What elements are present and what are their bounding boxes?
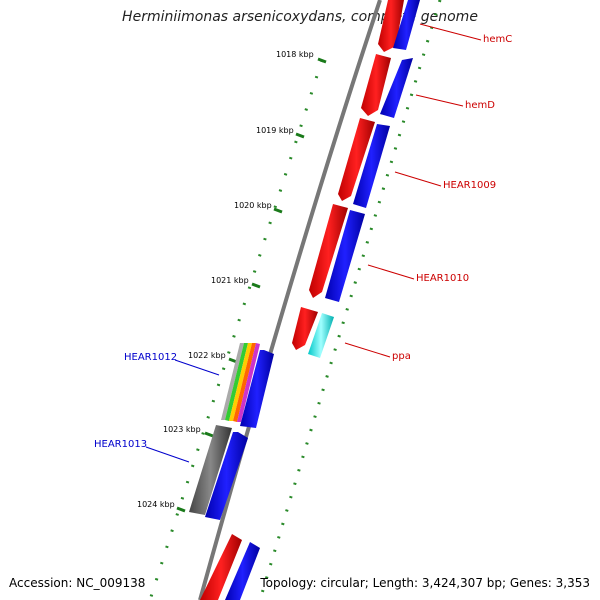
reverse-gene-labels: HEAR1012 HEAR1013 xyxy=(94,352,177,450)
gene-hemC-red[interactable] xyxy=(378,0,404,52)
gene-hear1013-cds[interactable] xyxy=(205,432,248,520)
feature-stripe xyxy=(225,343,248,421)
cds-hemD[interactable] xyxy=(380,58,413,118)
scale-label: 1020 kbp xyxy=(234,201,272,210)
topology-text: Topology: circular; Length: 3,424,307 bp… xyxy=(260,576,590,590)
feature-stripe xyxy=(229,343,252,421)
gene-hear1013-gray[interactable] xyxy=(189,425,232,515)
gene-label-hemC[interactable]: hemC xyxy=(483,34,512,45)
gene-label-ppa[interactable]: ppa xyxy=(392,351,411,362)
scale-label: 1018 kbp xyxy=(276,50,314,59)
accession-text: Accession: NC_009138 xyxy=(9,576,146,590)
cds-hear1009[interactable] xyxy=(353,124,390,208)
scale-label: 1019 kbp xyxy=(256,126,294,135)
gene-hemD-red[interactable] xyxy=(361,54,391,116)
scale-ticks xyxy=(176,57,327,513)
scale-tick xyxy=(295,132,305,139)
scale-tick xyxy=(251,282,261,289)
scale-label: 1022 kbp xyxy=(188,351,226,360)
colored-feature-block[interactable] xyxy=(221,343,260,422)
gene-label-hear1010[interactable]: HEAR1010 xyxy=(416,273,469,284)
scale-labels: 1018 kbp 1019 kbp 1020 kbp 1021 kbp 1022… xyxy=(137,50,314,509)
genome-backbone xyxy=(198,0,382,600)
scale-tick xyxy=(317,57,327,64)
forward-label-lines xyxy=(344,23,482,358)
cds-hear1010[interactable] xyxy=(325,210,365,302)
cds-hemC[interactable] xyxy=(393,0,420,50)
gene-hear1012-cds[interactable] xyxy=(240,350,274,428)
gene-bottom-blue[interactable] xyxy=(225,542,260,600)
scale-tick xyxy=(273,207,283,214)
scale-label: 1021 kbp xyxy=(211,276,249,285)
gene-label-hemD[interactable]: hemD xyxy=(465,100,495,111)
gene-label-hear1009[interactable]: HEAR1009 xyxy=(443,180,496,191)
scale-tick xyxy=(204,431,214,438)
feature-stripe xyxy=(233,343,256,422)
gene-bottom-red[interactable] xyxy=(200,534,242,600)
gene-ppa-red[interactable] xyxy=(292,307,318,350)
feature-stripe xyxy=(237,343,260,422)
feature-stripe xyxy=(221,343,244,420)
scale-label: 1024 kbp xyxy=(137,500,175,509)
gene-hear1010-red[interactable] xyxy=(309,204,348,298)
forward-gene-labels: hemC hemD HEAR1009 HEAR1010 ppa xyxy=(392,34,512,362)
gene-hear1009-red[interactable] xyxy=(338,118,375,201)
forward-blue-cds xyxy=(325,0,420,302)
forward-red-genes xyxy=(292,0,404,350)
reverse-label-lines xyxy=(145,359,220,463)
gene-label-hear1012[interactable]: HEAR1012 xyxy=(124,352,177,363)
gene-label-hear1013[interactable]: HEAR1013 xyxy=(94,439,147,450)
rna-ppa[interactable] xyxy=(308,313,334,358)
scale-tick xyxy=(176,506,186,513)
scale-label: 1023 kbp xyxy=(163,425,201,434)
